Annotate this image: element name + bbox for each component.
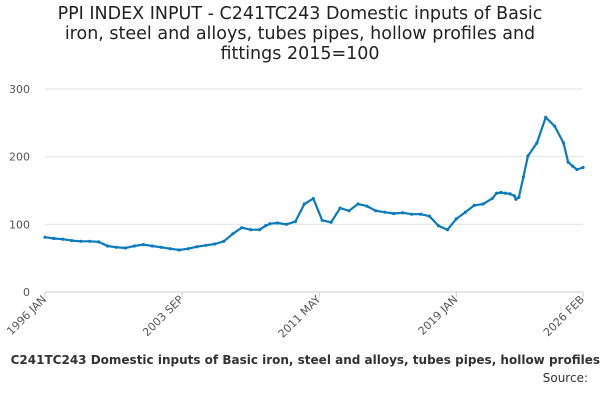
data-point (427, 214, 432, 218)
data-point (481, 202, 485, 206)
data-point (302, 202, 306, 206)
data-point (106, 244, 110, 248)
data-point (97, 240, 101, 244)
data-point (52, 236, 56, 241)
data-point (204, 243, 208, 247)
chart-title-line: fittings 2015=100 (220, 44, 380, 64)
data-point (79, 239, 83, 243)
data-point (581, 165, 585, 170)
data-point (374, 209, 378, 213)
x-tick-label: 2019 JAN (416, 293, 461, 338)
series-group (43, 115, 585, 252)
data-point (436, 224, 440, 228)
data-point (264, 224, 268, 228)
data-point (284, 222, 288, 226)
data-point (240, 226, 244, 230)
data-point (521, 175, 526, 179)
data-point (566, 160, 570, 164)
data-point (268, 222, 272, 226)
data-point (535, 141, 539, 145)
data-point (553, 124, 557, 128)
data-point (562, 141, 566, 145)
data-point (114, 245, 119, 249)
data-point (365, 204, 369, 208)
data-point (445, 228, 449, 232)
data-point (141, 243, 145, 247)
data-point (401, 211, 405, 215)
y-tick-label: 300 (9, 83, 30, 96)
x-tick-label: 2003 SEP (140, 293, 186, 339)
data-point (517, 195, 521, 199)
data-point (526, 154, 530, 158)
data-point (571, 164, 575, 168)
data-point (490, 197, 494, 201)
gridlines (45, 88, 583, 225)
data-point (508, 192, 512, 196)
data-point (195, 245, 199, 249)
data-point (320, 218, 324, 222)
y-tick-label: 0 (23, 286, 30, 299)
data-point (392, 211, 396, 216)
data-point (454, 217, 458, 221)
data-point (575, 167, 579, 172)
data-point (472, 203, 476, 207)
data-point (177, 248, 181, 252)
data-point (70, 239, 74, 243)
data-point (61, 237, 65, 241)
data-point (514, 197, 518, 201)
data-point (499, 190, 503, 195)
data-point (463, 210, 467, 214)
series-caption: C241TC243 Domestic inputs of Basic iron,… (0, 353, 600, 371)
data-point (293, 220, 297, 224)
data-point (43, 235, 47, 239)
data-point (186, 247, 190, 251)
x-tick-label: 1996 JAN (4, 293, 49, 338)
y-tick-label: 200 (9, 151, 30, 164)
data-point (168, 247, 172, 251)
x-tick-label: 2026 FEB (541, 293, 587, 339)
x-tick-label: 2011 MAY (276, 293, 324, 341)
data-point (338, 206, 342, 210)
data-point (258, 228, 262, 232)
data-point (213, 242, 217, 246)
data-point (249, 228, 253, 232)
data-point (495, 191, 499, 195)
data-point (512, 194, 517, 198)
data-point (231, 232, 235, 236)
data-point (123, 246, 128, 250)
data-point (132, 244, 136, 248)
series-caption-text: C241TC243 Domestic inputs of Basic iron,… (10, 353, 600, 367)
data-point (410, 212, 414, 216)
y-axis-ticks: 0 100 200 300 (9, 83, 30, 299)
data-point (159, 245, 163, 249)
data-point (275, 221, 280, 225)
data-point (150, 244, 154, 248)
x-axis-ticks: 1996 JAN 2003 SEP 2011 MAY 2019 JAN 2026 FEB (4, 292, 587, 341)
source-label: Source: (542, 371, 588, 385)
data-point (311, 197, 315, 201)
chart-title: PPI INDEX INPUT - C241TC243 Domestic inp… (0, 4, 600, 64)
y-tick-label: 100 (9, 218, 30, 231)
data-point (329, 220, 333, 224)
chart-title-line: PPI INDEX INPUT - C241TC243 Domestic inp… (57, 4, 543, 24)
data-point (222, 239, 226, 243)
data-point (347, 209, 351, 213)
data-point (356, 202, 360, 206)
series-line (43, 116, 585, 252)
chart-title-line: iron, steel and alloys, tubes pipes, hol… (64, 24, 536, 44)
data-point (544, 115, 548, 119)
data-point (503, 191, 508, 195)
data-point (419, 212, 423, 216)
data-point (383, 210, 387, 214)
data-point (88, 239, 92, 243)
